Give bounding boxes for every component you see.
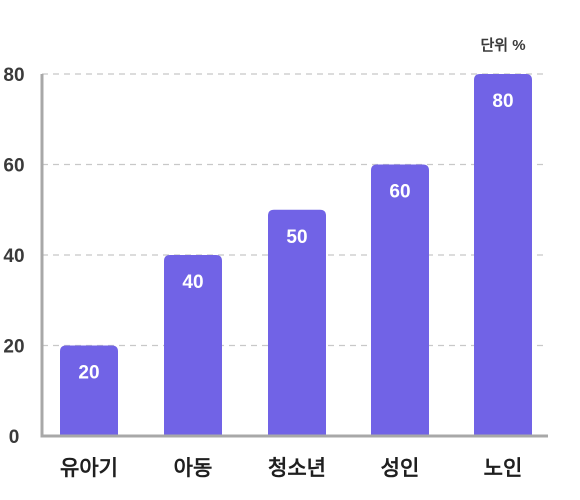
data-labels: 20 40 50 60 80 — [78, 91, 513, 384]
bar-5 — [474, 74, 532, 436]
bar-value-label: 40 — [182, 272, 203, 293]
x-category-label: 성인 — [381, 457, 420, 480]
y-tick-label: 60 — [3, 156, 24, 177]
x-tick-labels: 유아기 아동 청소년 성인 노인 — [60, 457, 522, 480]
axes — [40, 74, 548, 438]
y-tick-labels: 0 20 40 60 80 — [3, 65, 24, 448]
x-category-label: 노인 — [484, 457, 523, 480]
y-tick-label: 20 — [3, 337, 24, 358]
x-category-label: 유아기 — [60, 457, 118, 480]
bar-3 — [268, 209, 326, 436]
bar-2 — [164, 255, 222, 436]
x-category-label: 아동 — [174, 457, 213, 480]
y-tick-label: 0 — [9, 427, 20, 448]
y-tick-label: 80 — [3, 65, 24, 86]
x-category-label: 청소년 — [268, 457, 326, 480]
bar-value-label: 80 — [492, 91, 513, 112]
bar-1 — [60, 345, 118, 436]
bar-value-label: 60 — [389, 182, 410, 203]
bar-value-label: 50 — [286, 227, 307, 248]
unit-label: 단위 % — [480, 37, 525, 54]
bar-value-label: 20 — [78, 363, 99, 384]
y-tick-label: 40 — [3, 246, 24, 267]
bars — [60, 74, 532, 436]
bar-4 — [371, 164, 429, 436]
